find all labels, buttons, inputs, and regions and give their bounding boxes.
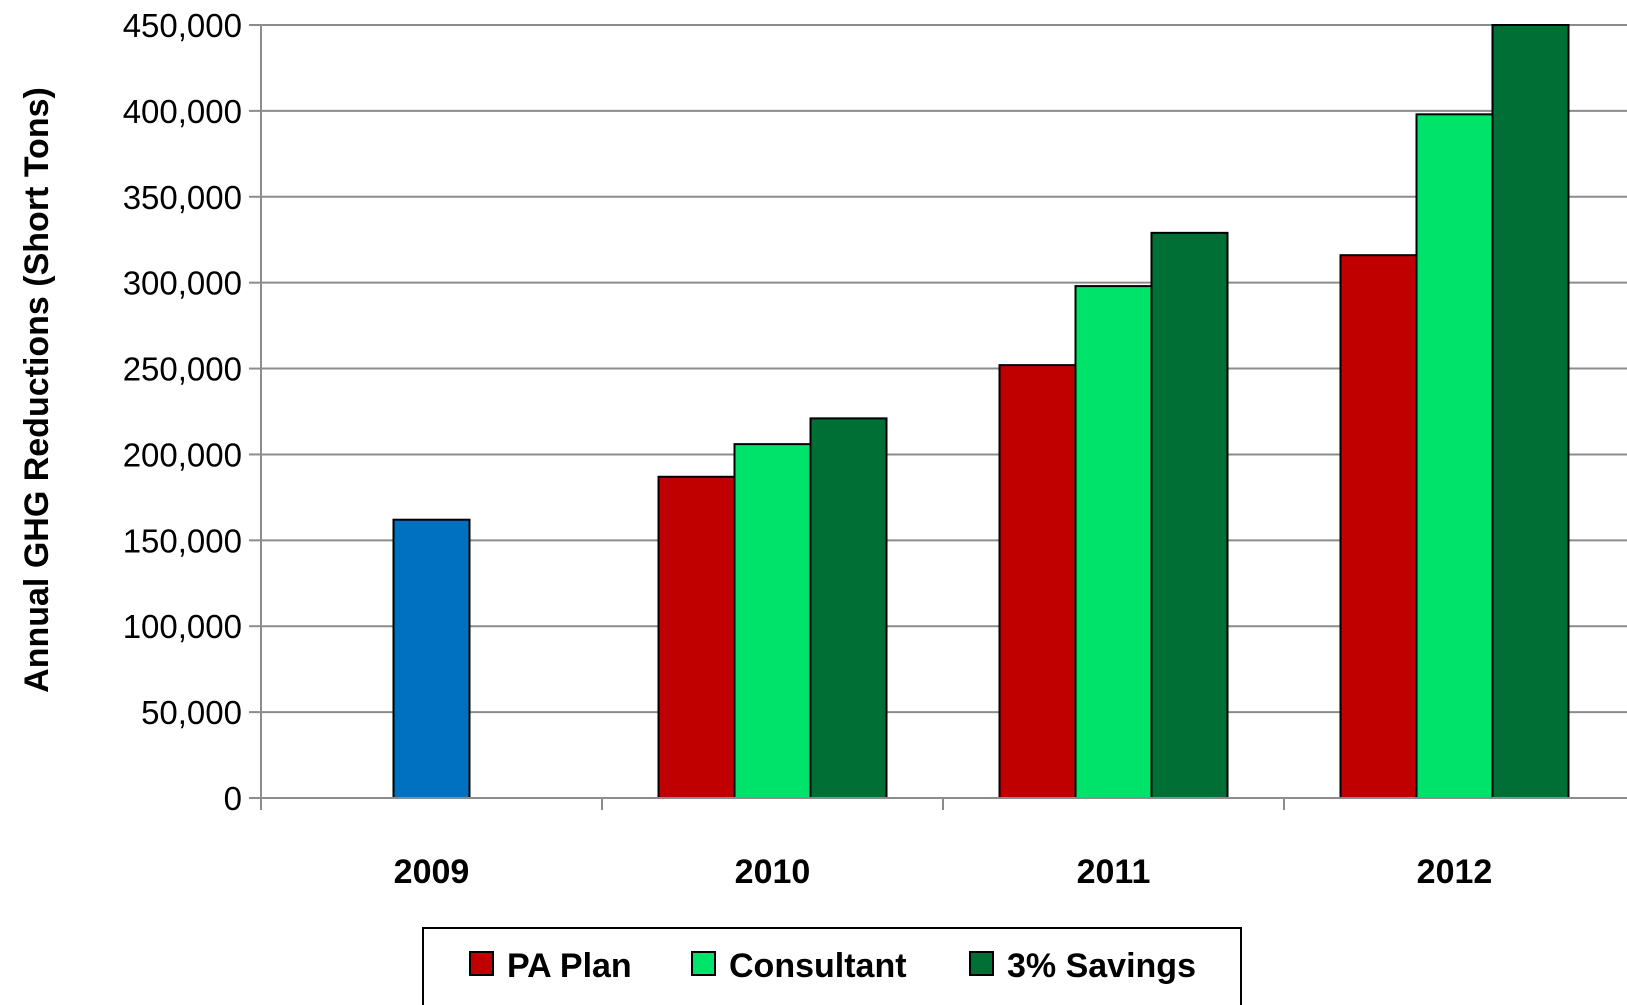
bar bbox=[809, 417, 888, 799]
legend-swatch bbox=[469, 951, 494, 976]
y-tick-label: 50,000 bbox=[141, 694, 242, 731]
bars bbox=[392, 24, 1570, 799]
gridlines bbox=[261, 24, 1627, 714]
bar bbox=[1074, 285, 1153, 799]
legend-label: PA Plan bbox=[507, 947, 632, 985]
x-category-label: 2011 bbox=[1077, 853, 1151, 891]
bar bbox=[1339, 254, 1418, 799]
y-tick-label: 400,000 bbox=[123, 93, 242, 130]
bar bbox=[1150, 231, 1229, 799]
y-axis-title: Annual GHG Reductions (Short Tons) bbox=[18, 87, 56, 693]
bar bbox=[733, 443, 812, 799]
x-category-label: 2009 bbox=[394, 853, 470, 891]
x-category-labels: 2009 2010 2011 2012 bbox=[394, 853, 1493, 891]
legend-label: Consultant bbox=[729, 947, 907, 985]
legend-swatch bbox=[969, 951, 994, 976]
y-tick-label: 0 bbox=[224, 780, 242, 817]
axes bbox=[249, 24, 1627, 810]
x-category-label: 2012 bbox=[1417, 853, 1493, 891]
y-tick-label: 150,000 bbox=[123, 522, 242, 559]
bar bbox=[657, 475, 736, 799]
y-tick-label: 250,000 bbox=[123, 351, 242, 388]
bar bbox=[1415, 113, 1494, 799]
legend-label: 3% Savings bbox=[1007, 947, 1196, 985]
legend-box bbox=[422, 927, 1242, 1005]
y-tick-label: 200,000 bbox=[123, 436, 242, 473]
bar bbox=[1491, 24, 1570, 799]
bar bbox=[998, 364, 1077, 799]
legend: PA Plan Consultant 3% Savings bbox=[422, 927, 1242, 1005]
y-tick-label: 300,000 bbox=[123, 265, 242, 302]
y-tick-labels: 0 50,000 100,000 150,000 200,000 250,000 300,0… bbox=[123, 7, 242, 817]
y-tick-label: 100,000 bbox=[123, 608, 242, 645]
x-category-label: 2010 bbox=[735, 853, 811, 891]
legend-swatch bbox=[691, 951, 716, 976]
bar bbox=[392, 518, 471, 799]
y-tick-label: 350,000 bbox=[123, 179, 242, 216]
y-tick-label: 450,000 bbox=[123, 7, 242, 44]
